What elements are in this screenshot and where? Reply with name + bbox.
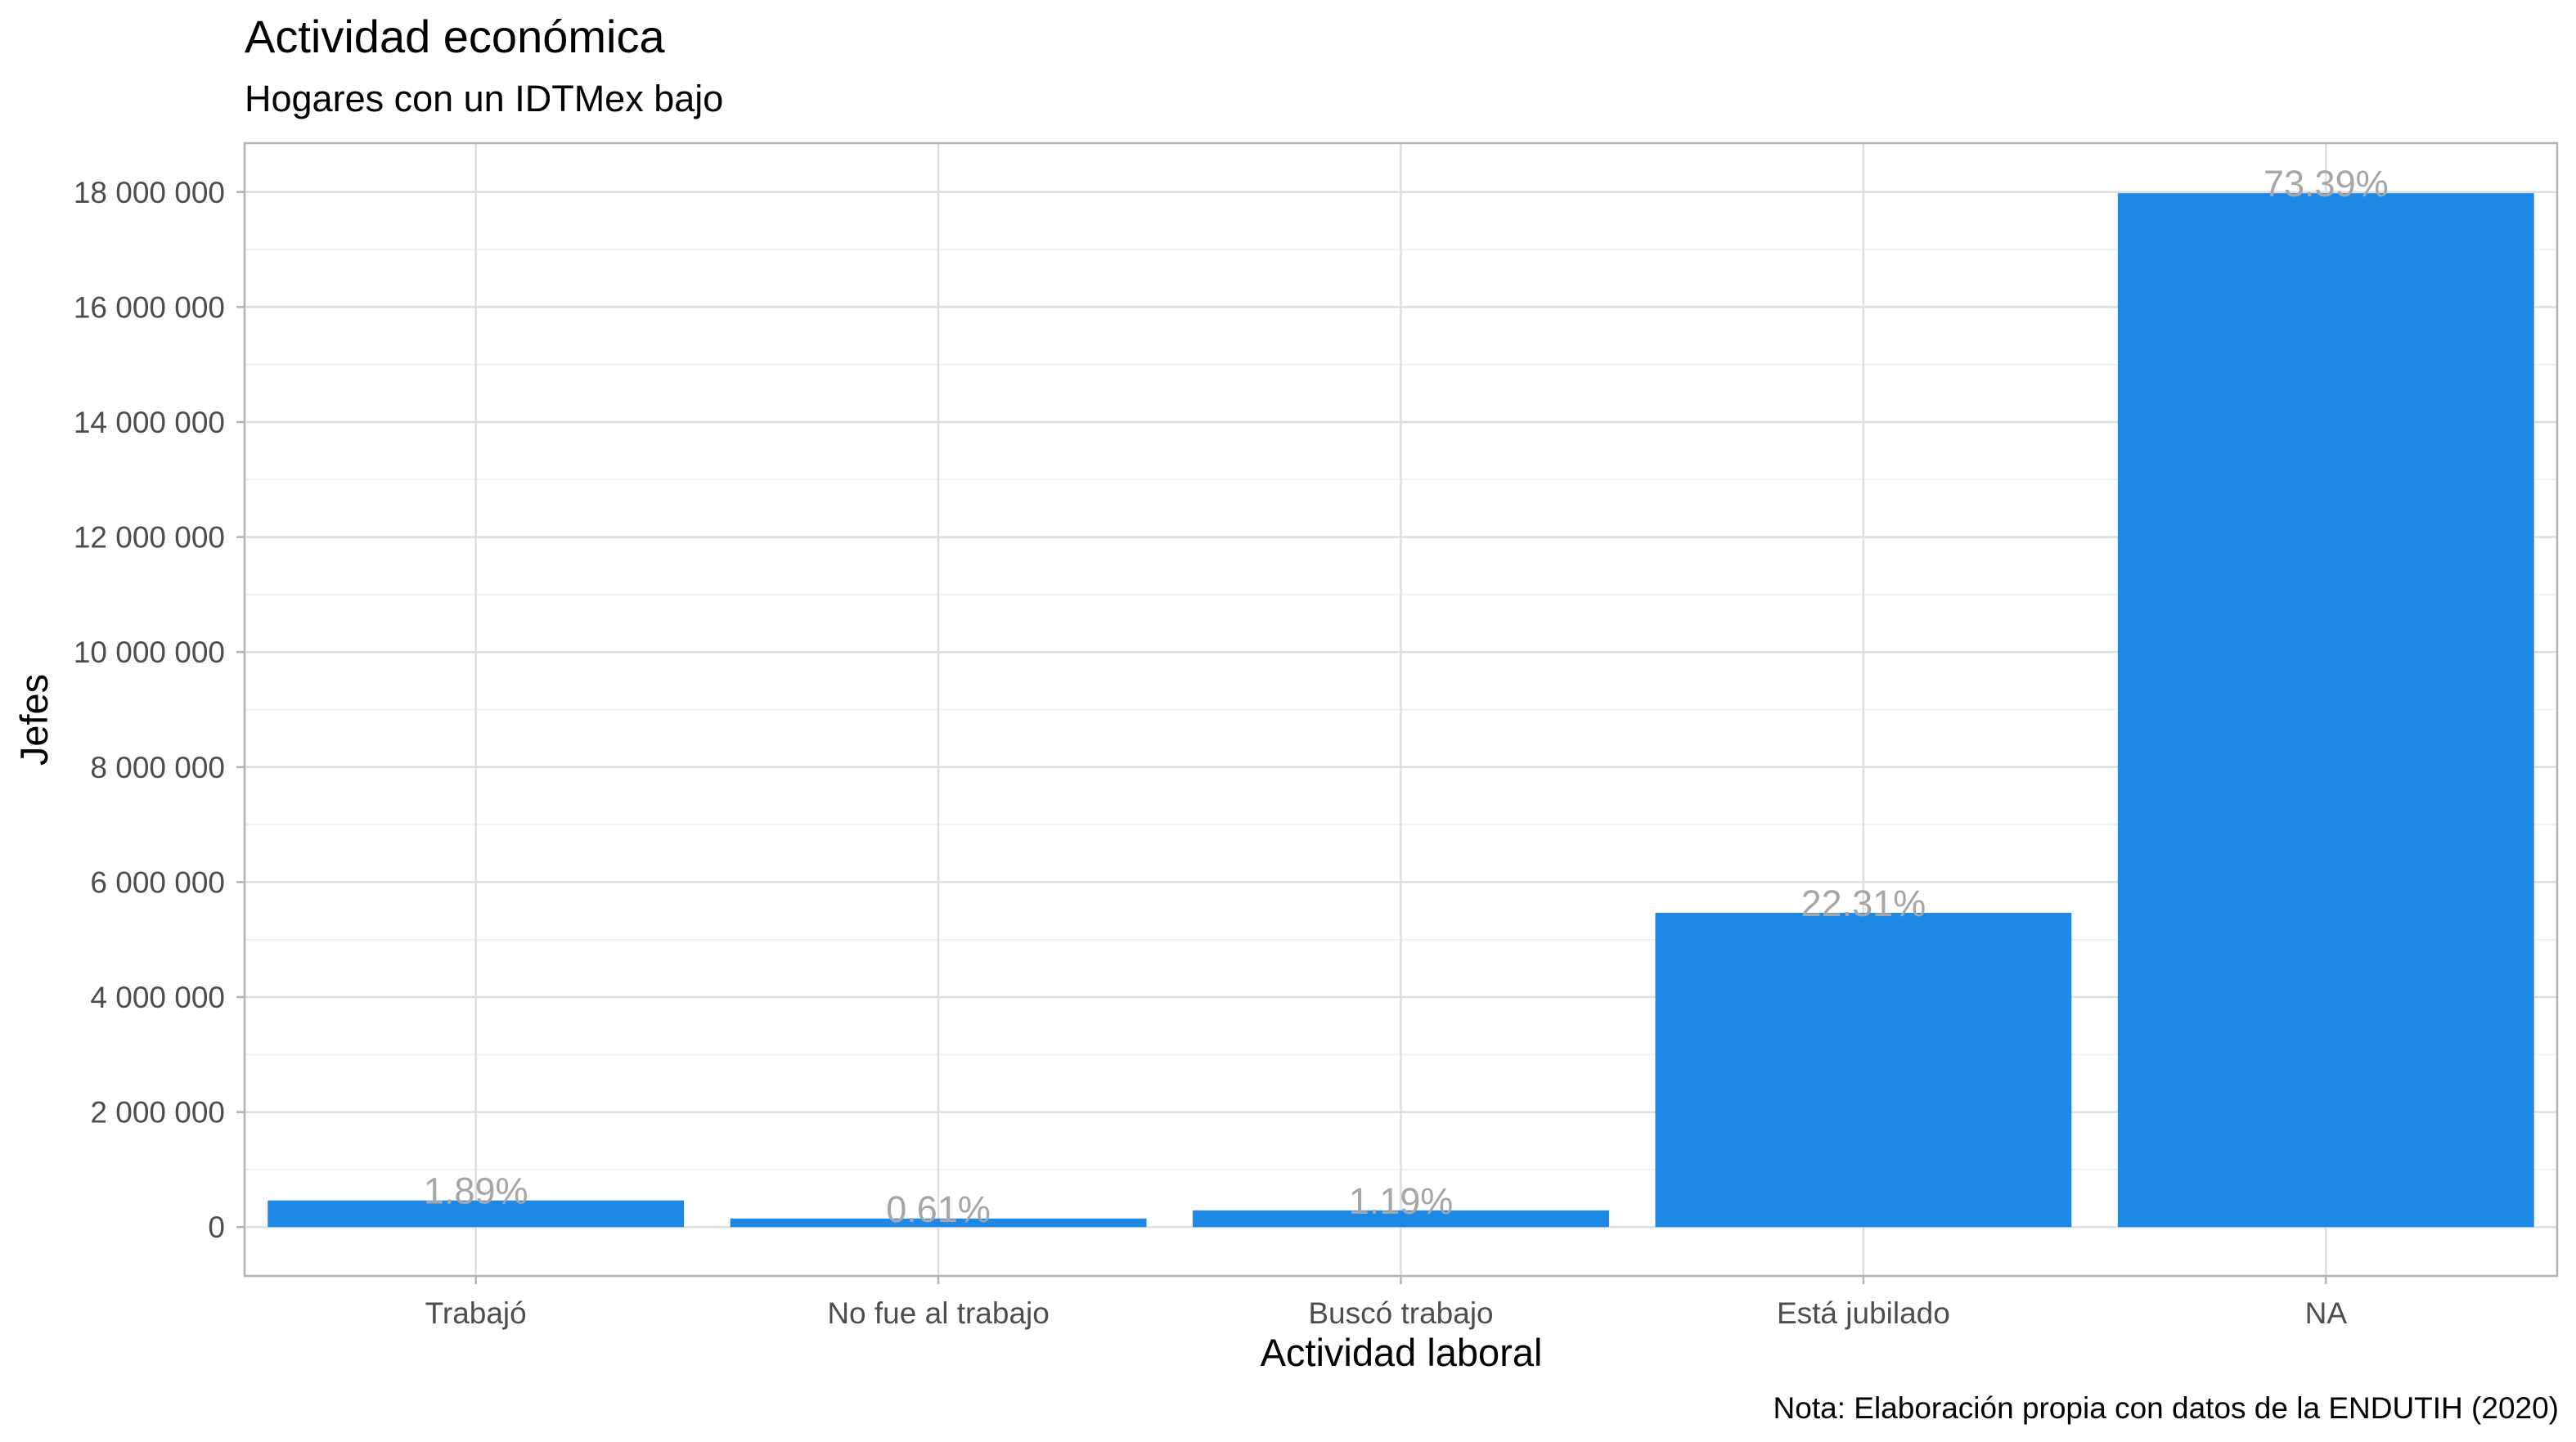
y-tick-label: 14 000 000: [74, 406, 225, 439]
bar: [1655, 913, 2072, 1228]
x-axis-title: Actividad laboral: [1261, 1331, 1543, 1374]
data-label: 1.89%: [424, 1170, 528, 1212]
bar: [2117, 193, 2534, 1228]
x-tick-label: Trabajó: [425, 1296, 527, 1330]
x-tick-label: Está jubilado: [1777, 1296, 1950, 1330]
data-label: 22.31%: [1801, 883, 1926, 924]
x-axis-ticks: Trabajó No fue al trabajo Buscó trabajo Est…: [425, 1276, 2348, 1330]
bar: [1193, 1210, 1609, 1228]
y-tick-label: 12 000 000: [74, 521, 225, 555]
chart-subtitle: Hogares con un IDTMex bajo: [245, 78, 723, 119]
chart-caption: Nota: Elaboración propia con datos de la…: [1774, 1391, 2559, 1425]
x-tick-label: Buscó trabajo: [1308, 1296, 1493, 1330]
y-axis-title: Jefes: [12, 674, 56, 766]
y-axis-ticks: 0 2 000 000 4 000 000 6 000 000 8 000 000 10 …: [74, 176, 245, 1244]
y-tick-label: 8 000 000: [90, 751, 225, 784]
y-tick-label: 4 000 000: [90, 981, 225, 1014]
y-tick-label: 16 000 000: [74, 290, 225, 324]
bar: [730, 1218, 1147, 1228]
bar: [267, 1200, 685, 1228]
data-label: 73.39%: [2264, 163, 2389, 204]
y-tick-label: 0: [208, 1211, 225, 1244]
y-tick-label: 6 000 000: [90, 865, 225, 899]
x-tick-label: No fue al trabajo: [827, 1296, 1050, 1330]
y-tick-label: 10 000 000: [74, 636, 225, 669]
y-tick-label: 18 000 000: [74, 176, 225, 209]
chart-title: Actividad económica: [245, 11, 665, 62]
bars: [267, 193, 2534, 1228]
data-label: 1.19%: [1349, 1180, 1454, 1222]
data-labels: 1.89% 0.61% 1.19% 22.31% 73.39%: [424, 163, 2389, 1230]
data-label: 0.61%: [886, 1188, 991, 1230]
y-tick-label: 2 000 000: [90, 1096, 225, 1130]
x-tick-label: NA: [2305, 1296, 2348, 1330]
